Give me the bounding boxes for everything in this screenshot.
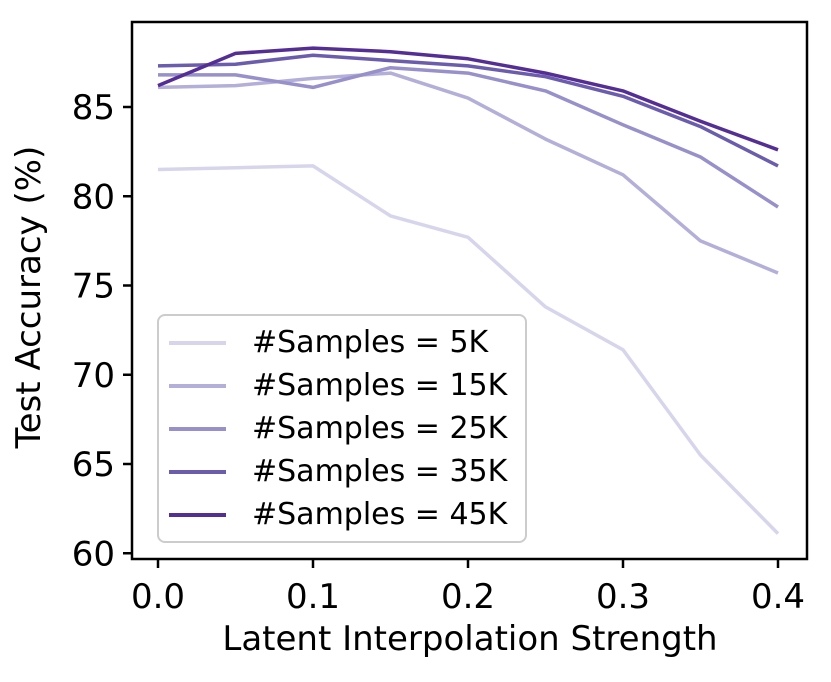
y-tick-label: 70 xyxy=(72,356,115,396)
plot-frame xyxy=(130,20,809,561)
series-line xyxy=(157,46,779,152)
legend-label: #Samples = 5K xyxy=(252,324,489,360)
series-line xyxy=(157,164,780,535)
x-tick-label: 0.3 xyxy=(596,577,650,617)
x-tick-label: 0.2 xyxy=(441,577,495,617)
legend-line-swatch xyxy=(169,469,226,474)
y-tick-label: 75 xyxy=(72,267,115,307)
legend-line-swatch xyxy=(169,512,226,517)
y-tick-label: 60 xyxy=(72,534,115,574)
y-tick-label: 85 xyxy=(72,88,115,128)
x-tick-label: 0.1 xyxy=(286,577,340,617)
y-axis-label: Test Accuracy (%) xyxy=(9,146,49,450)
legend-item: #Samples = 5K xyxy=(169,321,507,364)
legend-line-swatch xyxy=(169,383,226,388)
legend: #Samples = 5K #Samples = 15K #Samples = 25… xyxy=(157,314,528,543)
y-tick-label: 65 xyxy=(72,445,115,485)
series-line xyxy=(158,65,779,209)
legend-label: #Samples = 45K xyxy=(252,496,508,532)
series-layer xyxy=(157,46,780,535)
legend-item: #Samples = 25K xyxy=(169,407,507,450)
legend-line-swatch xyxy=(169,340,226,345)
series-line xyxy=(157,71,779,275)
legend-line-swatch xyxy=(169,426,226,431)
x-tick-label: 0.4 xyxy=(751,577,805,617)
legend-label: #Samples = 25K xyxy=(252,410,508,446)
legend-item: #Samples = 45K xyxy=(169,493,507,536)
x-tick-label: 0.0 xyxy=(131,577,185,617)
y-tick-label: 80 xyxy=(72,177,115,217)
series-line xyxy=(157,53,779,168)
x-axis-label: Latent Interpolation Strength xyxy=(222,619,717,659)
legend-label: #Samples = 15K xyxy=(252,367,508,403)
legend-label: #Samples = 35K xyxy=(252,453,508,489)
legend-item: #Samples = 15K xyxy=(169,364,507,407)
legend-item: #Samples = 35K xyxy=(169,450,507,493)
axes-layer: 0.0 0.1 0.2 0.3 0.4 60 65 70 75 80 85 xyxy=(72,20,809,617)
